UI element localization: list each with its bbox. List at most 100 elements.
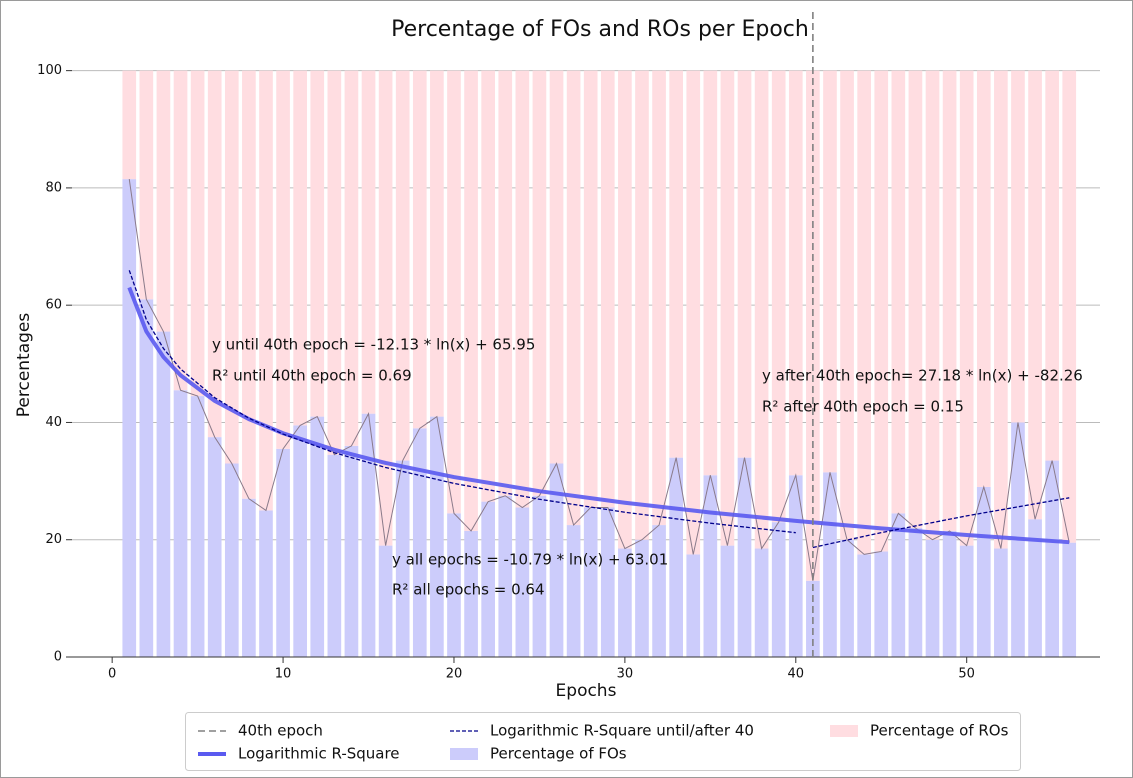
bar — [259, 70, 273, 511]
bar — [327, 70, 342, 455]
x-axis-label: Epochs — [556, 681, 617, 701]
bar — [156, 331, 171, 657]
bar — [959, 545, 974, 657]
bar — [942, 70, 957, 531]
bar — [481, 70, 495, 502]
legend-label: Percentage of FOs — [490, 745, 627, 763]
bar — [481, 501, 495, 657]
legend-swatch — [830, 725, 858, 737]
bar — [464, 530, 478, 657]
bar — [652, 70, 666, 526]
bar — [549, 70, 564, 464]
bar — [207, 70, 222, 438]
annotation: y until 40th epoch = -12.13 * ln(x) + 65… — [212, 336, 535, 354]
bar — [720, 545, 735, 657]
bar — [122, 179, 137, 657]
annotation: y all epochs = -10.79 * ln(x) + 63.01 — [392, 551, 668, 569]
bar — [686, 70, 701, 555]
bar — [1011, 70, 1025, 423]
bar — [840, 539, 854, 657]
bar — [412, 428, 427, 657]
bar — [566, 70, 581, 526]
bar — [276, 448, 290, 657]
y-tick-label: 20 — [45, 532, 62, 547]
trend-line — [128, 179, 1070, 581]
bar — [173, 70, 188, 391]
bar — [242, 70, 256, 499]
bar — [652, 525, 666, 657]
bar — [361, 413, 376, 657]
bar — [1045, 460, 1059, 657]
bar — [224, 463, 239, 657]
bar — [618, 548, 632, 657]
bar — [207, 437, 222, 657]
bar — [976, 70, 991, 487]
x-tick-label: 50 — [958, 667, 975, 682]
bar — [259, 510, 273, 657]
bar — [242, 498, 256, 657]
legend-frame — [185, 712, 1021, 771]
x-tick-label: 40 — [788, 667, 805, 682]
x-tick-label: 0 — [108, 667, 116, 682]
bar — [430, 70, 444, 417]
y-tick-label: 80 — [45, 180, 62, 195]
bar — [823, 472, 837, 657]
legend-label: Percentage of ROs — [870, 722, 1009, 740]
annotation: y after 40th epoch= 27.18 * ln(x) + -82.… — [762, 367, 1083, 385]
y-tick-label: 60 — [45, 298, 62, 313]
bar — [139, 70, 154, 300]
bar — [515, 70, 530, 508]
bar — [498, 495, 513, 657]
bar — [498, 70, 513, 496]
bar — [1045, 70, 1059, 461]
bar — [823, 70, 837, 473]
bar — [583, 507, 598, 657]
annotation: R² after 40th epoch = 0.15 — [762, 398, 964, 416]
bar — [549, 463, 564, 657]
bar — [412, 70, 427, 429]
bar — [874, 551, 889, 657]
bar — [959, 70, 974, 546]
bar — [293, 70, 307, 426]
bar — [857, 70, 871, 555]
bar — [395, 70, 410, 461]
bar — [771, 522, 786, 657]
bar — [327, 454, 342, 657]
chart-title: Percentage of FOs and ROs per Epoch — [391, 17, 809, 42]
bar — [532, 495, 547, 657]
bar — [378, 545, 393, 657]
bar — [703, 70, 718, 476]
bar — [925, 70, 940, 540]
bar — [635, 70, 649, 540]
bar — [874, 70, 889, 552]
bar — [994, 70, 1008, 549]
bar — [891, 513, 906, 657]
bar — [720, 70, 735, 546]
bar — [190, 70, 205, 397]
bar — [857, 554, 871, 657]
bar — [976, 486, 991, 657]
annotation: R² until 40th epoch = 0.69 — [212, 367, 412, 385]
bar — [737, 70, 752, 458]
legend-label: 40th epoch — [238, 722, 323, 740]
bar — [994, 548, 1008, 657]
fit-line — [127, 286, 1070, 545]
bar — [430, 416, 444, 657]
bar — [635, 539, 649, 657]
bar — [532, 70, 547, 496]
bar — [515, 507, 530, 657]
bar — [771, 70, 786, 523]
bar — [754, 70, 769, 549]
bar — [156, 70, 171, 332]
x-tick-label: 10 — [275, 667, 292, 682]
bar — [1062, 542, 1077, 657]
bar — [464, 70, 478, 531]
bar — [703, 475, 718, 657]
bar — [1028, 519, 1042, 657]
bar — [276, 70, 290, 449]
bar — [293, 425, 307, 657]
bar — [361, 70, 376, 414]
fit-line — [128, 270, 796, 534]
